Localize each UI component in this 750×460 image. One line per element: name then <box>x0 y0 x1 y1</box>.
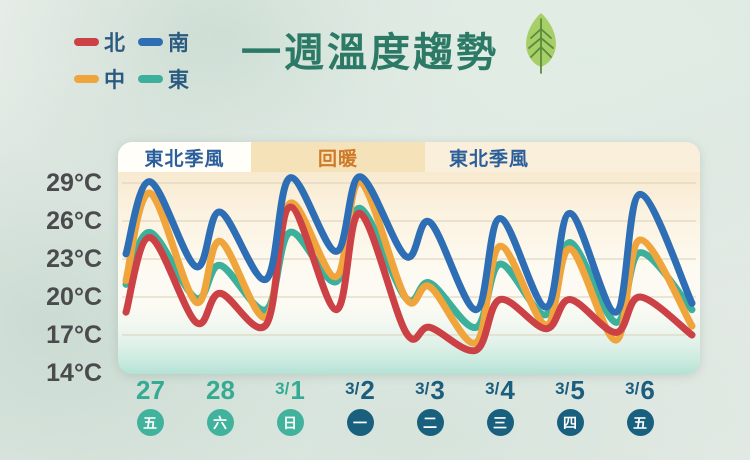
legend-label: 中 <box>104 69 125 92</box>
legend-label: 北 <box>104 32 125 55</box>
date-month-prefix: 3/ <box>275 379 290 398</box>
date-label: 3/3 <box>395 376 465 404</box>
date-number: 4 <box>500 375 515 405</box>
y-axis-label: 29°C <box>46 169 102 197</box>
legend-dash-icon <box>74 38 99 46</box>
date-number: 3 <box>430 375 445 405</box>
weekday-badge: 五 <box>626 409 654 436</box>
x-axis-day: 3/5 四 <box>535 376 605 436</box>
chart-card: 東北季風 回暖 東北季風 <box>118 142 700 374</box>
weekday-badge: 六 <box>206 409 234 436</box>
leaf-icon <box>518 11 564 80</box>
date-label: 3/2 <box>325 376 395 404</box>
page-title: 一週溫度趨勢 <box>241 31 499 75</box>
x-axis-day: 3/1 日 <box>255 376 325 436</box>
date-month-prefix: 3/ <box>415 379 430 398</box>
series-line-south <box>122 173 696 316</box>
y-axis-label: 23°C <box>46 245 102 273</box>
x-axis-day: 27 五 <box>115 376 185 436</box>
legend-label: 東 <box>168 69 189 92</box>
annotation-band: 東北季風 <box>118 142 251 172</box>
date-label: 3/1 <box>255 376 325 404</box>
date-month-prefix: 3/ <box>555 379 570 398</box>
annotation-bands: 東北季風 回暖 東北季風 <box>118 142 700 172</box>
date-month-prefix: 3/ <box>625 379 640 398</box>
weekday-badge: 一 <box>346 409 374 436</box>
series-line-north <box>122 203 696 355</box>
date-month-prefix: 3/ <box>345 379 360 398</box>
x-axis-day: 3/3 二 <box>395 376 465 436</box>
weekday-badge: 四 <box>556 409 584 436</box>
date-label: 3/6 <box>605 376 675 404</box>
annotation-band: 回暖 <box>251 142 425 172</box>
legend-item-中: 中 <box>74 64 125 94</box>
date-number: 1 <box>290 375 305 405</box>
series-line-central <box>122 178 696 347</box>
legend-item-東: 東 <box>138 64 189 94</box>
x-axis-day: 3/2 一 <box>325 376 395 436</box>
date-number: 5 <box>570 375 585 405</box>
date-label: 3/5 <box>535 376 605 404</box>
date-number: 27 <box>136 375 165 405</box>
y-axis-label: 26°C <box>46 207 102 235</box>
weekday-badge: 二 <box>416 409 444 436</box>
date-number: 2 <box>360 375 375 405</box>
date-label: 3/4 <box>465 376 535 404</box>
x-axis-day: 28 六 <box>185 376 255 436</box>
x-axis-day: 3/4 三 <box>465 376 535 436</box>
temperature-line-chart <box>122 173 696 355</box>
weekday-badge: 三 <box>486 409 514 436</box>
region-legend: 北 南中 東 <box>74 27 189 94</box>
date-label: 27 <box>115 376 185 404</box>
weekday-badge: 日 <box>276 409 304 436</box>
weekday-badge: 五 <box>136 409 164 436</box>
date-month-prefix: 3/ <box>485 379 500 398</box>
legend-item-南: 南 <box>138 27 189 57</box>
annotation-band: 東北季風 <box>425 142 700 172</box>
date-label: 28 <box>185 376 255 404</box>
y-axis-label: 20°C <box>46 283 102 311</box>
plot-area <box>118 172 700 374</box>
x-axis-day: 3/6 五 <box>605 376 675 436</box>
legend-dash-icon <box>138 38 163 46</box>
legend-label: 南 <box>168 32 189 55</box>
y-axis-label: 14°C <box>46 359 102 387</box>
legend-dash-icon <box>138 75 163 83</box>
date-number: 6 <box>640 375 655 405</box>
legend-item-北: 北 <box>74 27 125 57</box>
legend-dash-icon <box>74 75 99 83</box>
y-axis-label: 17°C <box>46 321 102 349</box>
date-number: 28 <box>206 375 235 405</box>
